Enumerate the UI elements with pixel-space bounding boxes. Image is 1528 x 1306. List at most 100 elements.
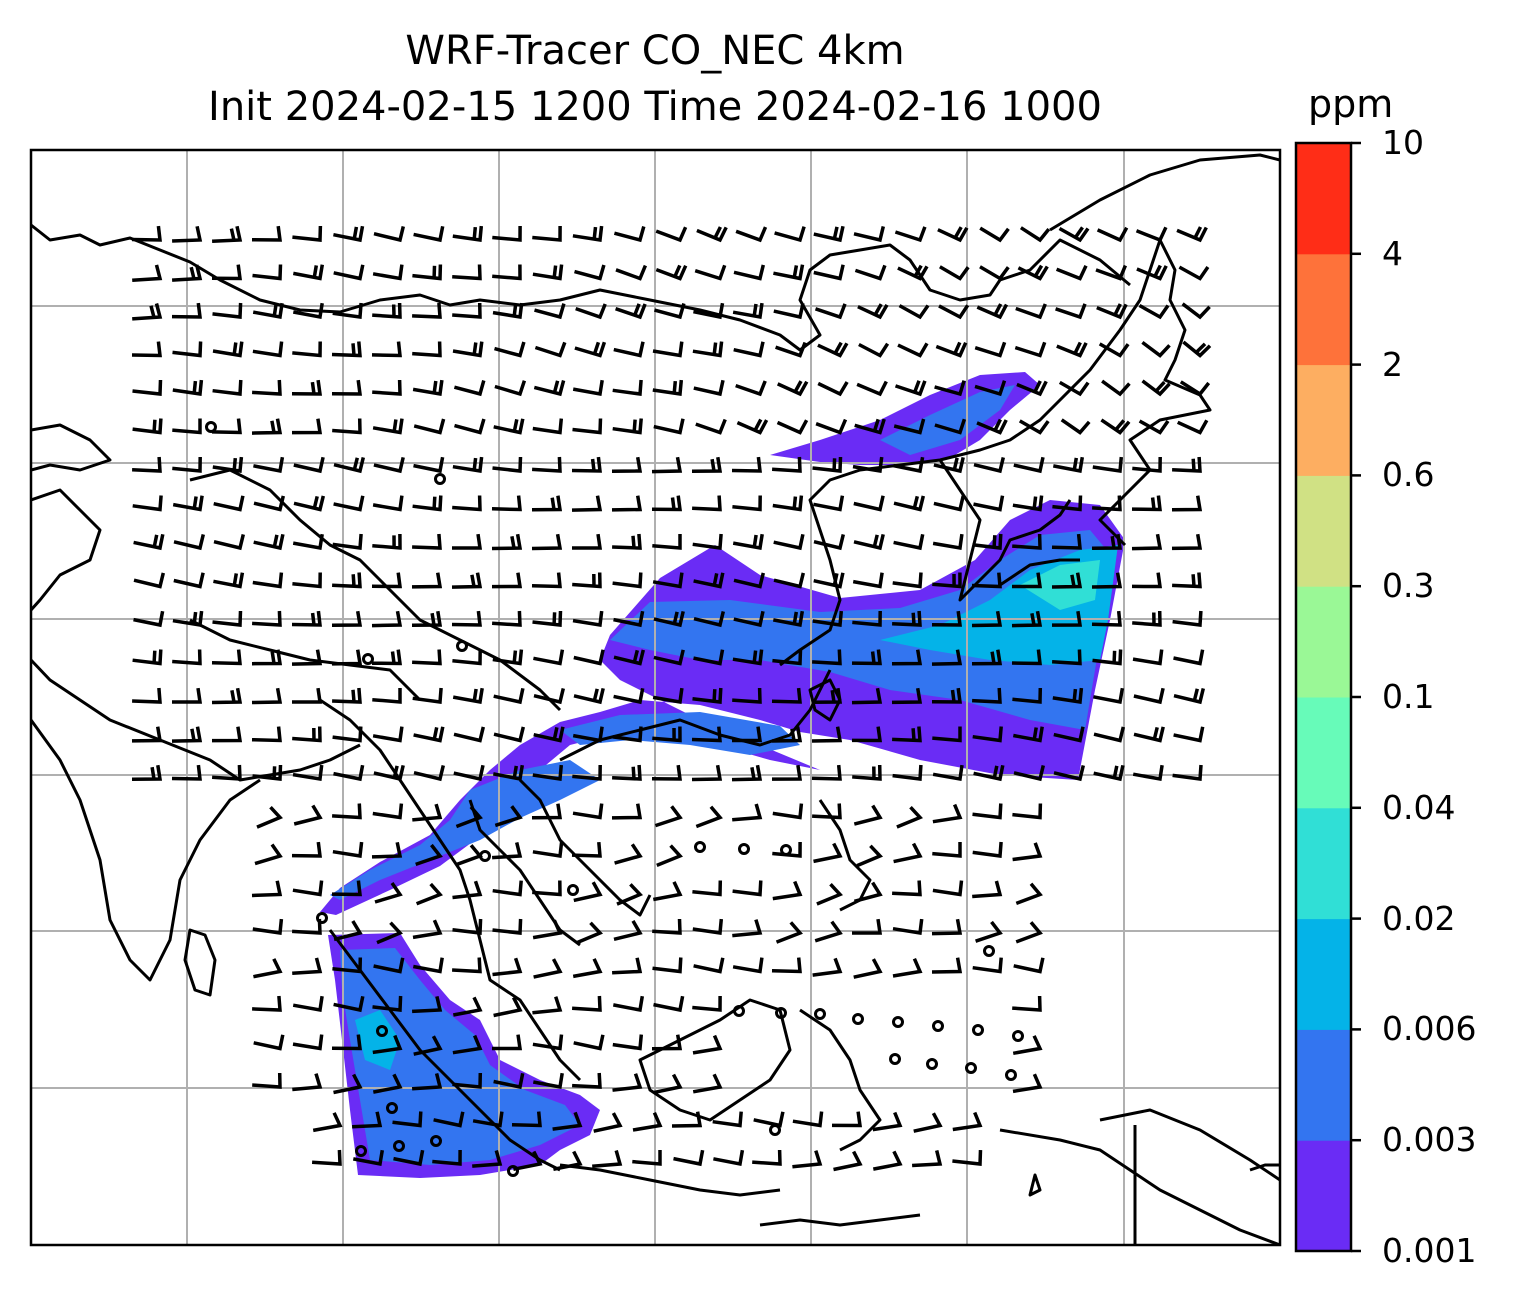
wind-barb [653,1073,683,1095]
wind-barb [131,341,162,358]
wind-barb [253,456,285,474]
colorbar-segment [1296,918,1351,1030]
wind-barb [172,379,204,396]
wind-barb [492,264,522,281]
wind-barb [172,495,204,512]
wind-barb [691,764,723,782]
wind-barb [452,533,483,550]
wind-barb [331,803,362,820]
wind-barb [1138,419,1170,435]
wind-barb [172,610,204,628]
wind-barb [132,264,163,283]
colorbar-tick-label: 0.1 [1382,677,1435,716]
wind-barb [733,572,766,589]
wind-barb [412,533,442,550]
wind-barb [612,764,642,781]
wind-barb [291,418,323,435]
wind-barb [1056,341,1088,358]
wind-barb [571,495,603,512]
wind-barb [731,456,762,473]
wind-barb [256,806,283,829]
wind-barb [935,341,968,358]
wind-barb [172,418,202,435]
wind-barb [872,1150,903,1171]
wind-barb [893,842,923,864]
wind-barb [1132,610,1162,627]
wind-barb [736,418,769,435]
wind-barbs [131,225,1212,1172]
wind-barb [931,687,962,704]
wind-barb [211,418,242,435]
wind-barb [892,572,923,589]
wind-barb [331,379,362,396]
wind-barb [212,610,243,627]
wind-barb [131,726,163,743]
wind-barb [331,880,362,897]
wind-barb [651,764,682,781]
wind-barb [532,1072,564,1090]
wind-barb [533,649,565,666]
wind-barb [293,804,323,826]
wind-barb [811,649,842,666]
wind-barb [373,764,405,782]
wind-barb [931,610,962,627]
wind-barb [453,380,486,397]
colorbar-ticks [1351,141,1361,1253]
wind-barb [733,341,765,358]
wind-barb [1012,995,1042,1012]
wind-barb [533,687,566,705]
wind-barb [253,533,285,551]
plume-north [770,372,1040,465]
wind-barb [411,610,443,628]
wind-barb [491,610,522,627]
wind-barb [211,687,243,705]
wind-barb [291,918,322,935]
map-content [31,150,1280,1245]
wind-barb [252,995,282,1012]
wind-barb [292,687,323,704]
wind-barb [292,995,324,1013]
wind-barb [132,456,162,473]
wind-barb [692,995,722,1012]
wind-barb [493,996,523,1018]
wind-barb [972,957,1003,974]
wind-barb [493,418,525,435]
wind-barb [452,649,482,666]
wind-barb [792,1150,823,1169]
wind-barb [652,881,683,902]
wind-barb [893,495,926,512]
wind-barb [251,418,283,435]
wind-barb [613,920,643,942]
wind-barb [253,495,286,512]
colorbar [1296,143,1351,1252]
wind-barb [1092,649,1123,666]
wind-barb [972,726,1003,743]
wind-barb [853,225,886,243]
wind-barb [813,264,845,281]
wind-barb [651,495,682,512]
wind-barb [373,456,405,474]
wind-barb [776,380,809,397]
wind-barb [1013,456,1045,474]
wind-barb [1055,265,1088,281]
wind-barb [494,380,527,397]
wind-barb [973,764,1005,782]
wind-barb [932,764,964,782]
wind-barb [412,687,443,704]
wind-barb [492,456,523,473]
wind-barb [695,805,723,829]
wind-barb [452,264,482,281]
wind-barb [571,456,602,473]
wind-barb [692,1034,723,1055]
wind-barb [1176,419,1209,435]
plume-tail [330,760,600,900]
wind-barb [453,726,486,743]
wind-barb [371,341,402,358]
wind-barb [534,341,567,358]
wind-barb [891,687,923,705]
wind-barb [572,418,603,435]
wind-barb [892,726,922,743]
wind-barb [331,1034,362,1051]
wind-barb [892,918,924,936]
